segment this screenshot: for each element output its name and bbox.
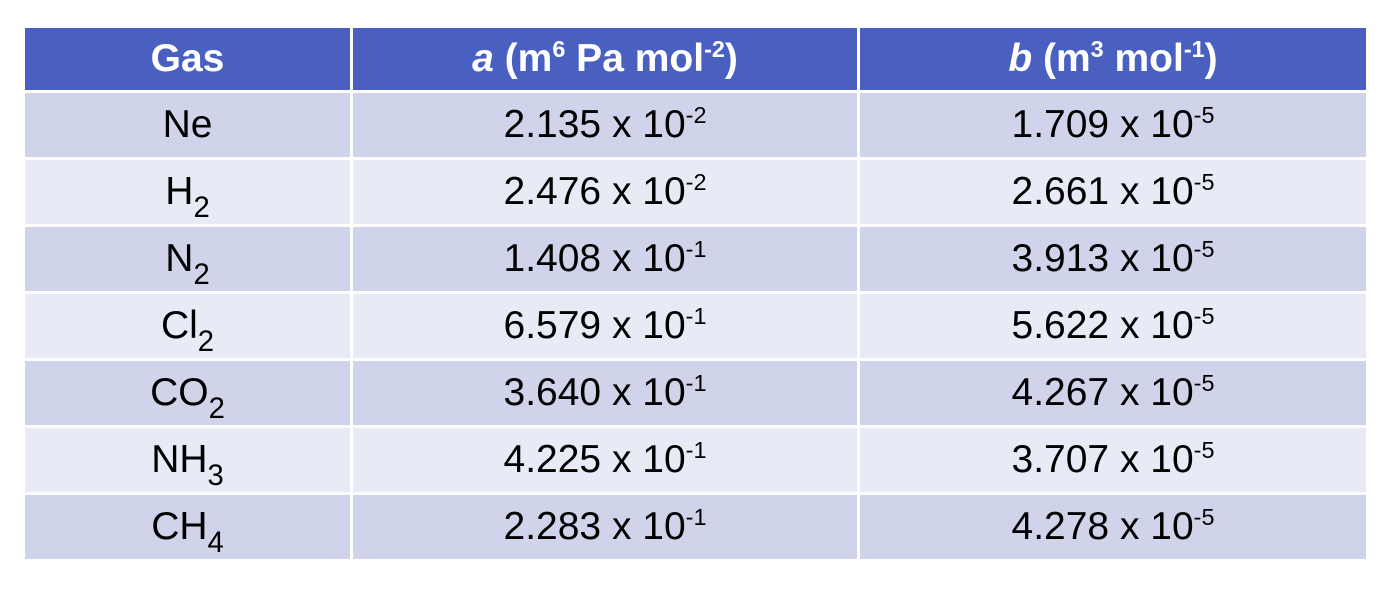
text: 2.283 x 10 — [503, 505, 686, 548]
table-cell: 4.267 x 10-5 — [857, 358, 1369, 428]
superscript: -1 — [685, 369, 707, 396]
header-cell: Gas — [22, 25, 353, 93]
table-row: NH3 4.225 x 10-1 3.707 x 10-5 — [22, 425, 1369, 495]
subscript: 4 — [207, 527, 224, 560]
superscript: -5 — [1193, 235, 1215, 262]
text: Gas — [150, 37, 225, 80]
subscript: 2 — [208, 393, 225, 426]
text: 4.267 x 10 — [1011, 371, 1194, 414]
subscript: 2 — [197, 326, 215, 359]
text: 2.476 x 10 — [503, 170, 686, 213]
superscript: -5 — [1193, 436, 1215, 463]
superscript: -2 — [685, 101, 707, 128]
table-cell: 2.476 x 10-2 — [350, 157, 860, 227]
text: mol — [1103, 37, 1184, 80]
table-row: CH4 2.283 x 10-1 4.278 x 10-5 — [22, 492, 1369, 562]
text: 1.709 x 10 — [1011, 103, 1194, 146]
text: Pa mol — [565, 37, 705, 80]
table-row: N2 1.408 x 10-1 3.913 x 10-5 — [22, 224, 1369, 294]
text: ) — [724, 37, 738, 80]
table-row: Cl2 6.579 x 10-1 5.622 x 10-5 — [22, 291, 1369, 361]
table-cell: 2.661 x 10-5 — [857, 157, 1369, 227]
text: 4.225 x 10 — [503, 438, 686, 481]
superscript: -5 — [1193, 503, 1215, 530]
text: ) — [1204, 37, 1218, 80]
text: 3.640 x 10 — [503, 371, 686, 414]
superscript: -5 — [1193, 168, 1215, 195]
table-body: Ne 2.135 x 10-2 1.709 x 10-5 H2 2.476 x 10-2… — [22, 90, 1369, 562]
gas-constants-table: Gas a (m6 Pa mol-2) b (m3 mol-1) Ne 2.135 x… — [22, 25, 1369, 562]
table-cell: 6.579 x 10-1 — [350, 291, 860, 361]
table-cell: CH4 — [22, 492, 353, 562]
text: b — [1008, 37, 1033, 80]
table-cell: 3.913 x 10-5 — [857, 224, 1369, 294]
text: CO — [150, 371, 209, 414]
table-cell: 2.135 x 10-2 — [350, 90, 860, 160]
text: Cl — [160, 304, 198, 347]
subscript: 2 — [193, 192, 210, 225]
subscript: 3 — [207, 460, 224, 493]
superscript: -2 — [685, 168, 707, 195]
header-cell: a (m6 Pa mol-2) — [350, 25, 860, 93]
superscript: -1 — [685, 302, 707, 329]
superscript: -2 — [704, 35, 725, 62]
table-row: H2 2.476 x 10-2 2.661 x 10-5 — [22, 157, 1369, 227]
table-cell: H2 — [22, 157, 353, 227]
text: 2.135 x 10 — [503, 103, 686, 146]
table-cell: 5.622 x 10-5 — [857, 291, 1369, 361]
text: CH — [151, 505, 208, 548]
superscript: -5 — [1193, 101, 1215, 128]
table-cell: N2 — [22, 224, 353, 294]
text: 4.278 x 10 — [1011, 505, 1194, 548]
text: 3.707 x 10 — [1011, 438, 1194, 481]
superscript: -1 — [1183, 35, 1205, 62]
table-cell: 4.278 x 10-5 — [857, 492, 1369, 562]
table-cell: Cl2 — [22, 291, 353, 361]
superscript: -5 — [1193, 369, 1215, 396]
table-cell: 1.709 x 10-5 — [857, 90, 1369, 160]
table-cell: Ne — [22, 90, 353, 160]
table-row: Ne 2.135 x 10-2 1.709 x 10-5 — [22, 90, 1369, 160]
header-row: Gas a (m6 Pa mol-2) b (m3 mol-1) — [22, 25, 1369, 93]
superscript: 3 — [1090, 35, 1104, 62]
superscript: -5 — [1193, 302, 1215, 329]
text: 3.913 x 10 — [1011, 237, 1194, 280]
text: 6.579 x 10 — [503, 304, 686, 347]
text: 1.408 x 10 — [503, 237, 686, 280]
table-cell: CO2 — [22, 358, 353, 428]
superscript: -1 — [685, 503, 707, 530]
text: NH — [151, 438, 208, 481]
table-cell: 1.408 x 10-1 — [350, 224, 860, 294]
table-cell: 4.225 x 10-1 — [350, 425, 860, 495]
text: 5.622 x 10 — [1011, 304, 1194, 347]
text: 2.661 x 10 — [1011, 170, 1194, 213]
text: N — [165, 237, 194, 280]
text: a — [472, 37, 494, 80]
subscript: 2 — [193, 259, 210, 292]
superscript: -1 — [685, 436, 707, 463]
table-cell: NH3 — [22, 425, 353, 495]
table-cell: 2.283 x 10-1 — [350, 492, 860, 562]
text: (m — [1032, 37, 1091, 80]
text: (m — [493, 37, 553, 80]
table-header: Gas a (m6 Pa mol-2) b (m3 mol-1) — [22, 25, 1369, 93]
text: Ne — [162, 103, 213, 146]
table-row: CO2 3.640 x 10-1 4.267 x 10-5 — [22, 358, 1369, 428]
table-cell: 3.707 x 10-5 — [857, 425, 1369, 495]
table-cell: 3.640 x 10-1 — [350, 358, 860, 428]
header-cell: b (m3 mol-1) — [857, 25, 1369, 93]
superscript: 6 — [552, 35, 566, 62]
superscript: -1 — [685, 235, 707, 262]
text: H — [165, 170, 194, 213]
